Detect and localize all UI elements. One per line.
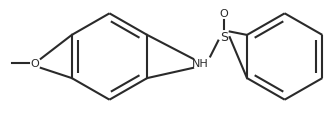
Text: S: S — [220, 30, 228, 43]
Text: NH: NH — [192, 59, 208, 69]
Text: O: O — [220, 9, 228, 19]
Text: O: O — [31, 59, 40, 69]
